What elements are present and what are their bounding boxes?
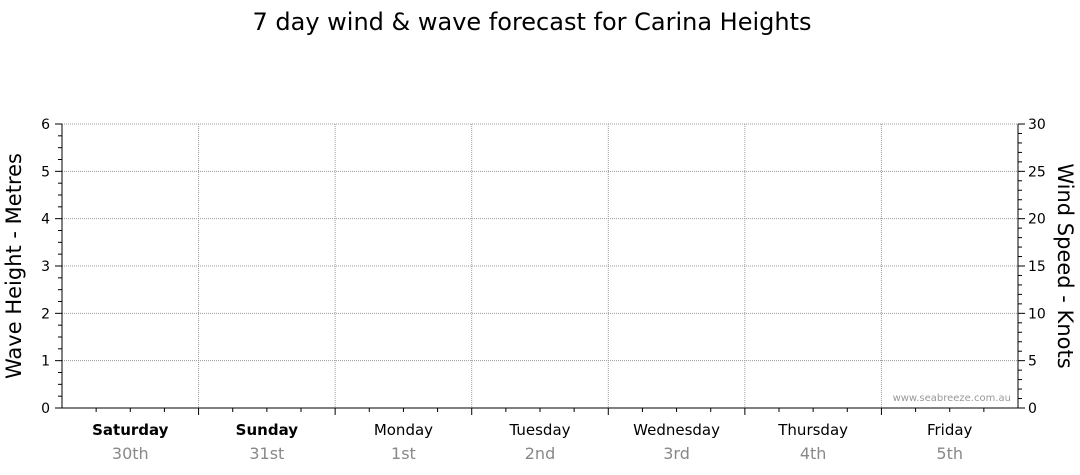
left-tick-label: 3 <box>41 259 50 275</box>
day-name-label: Tuesday <box>508 421 570 439</box>
day-labels: Saturday 30th Sunday 31st Monday 1st Tuesday 2n… <box>92 421 972 463</box>
chart-title: 7 day wind & wave forecast for Carina He… <box>252 8 811 36</box>
day-name-label: Saturday <box>92 421 169 439</box>
day-name-label: Sunday <box>236 421 299 439</box>
right-tick-label: 20 <box>1028 212 1046 228</box>
left-tick-label: 5 <box>41 164 50 180</box>
right-tick-label: 10 <box>1028 306 1046 322</box>
watermark: www.seabreeze.com.au <box>893 393 1011 404</box>
day-name-label: Wednesday <box>633 421 720 439</box>
day-date-label: 31st <box>249 444 284 463</box>
left-axis-title: Wave Height - Metres <box>2 153 26 379</box>
right-tick-label: 0 <box>1028 401 1037 417</box>
right-tick-label: 25 <box>1028 164 1046 180</box>
day-name-label: Thursday <box>777 421 848 439</box>
left-axis-ticks: 0 1 2 3 4 5 6 <box>41 117 62 417</box>
right-axis-ticks: 0 5 10 15 20 25 30 <box>1018 117 1046 417</box>
right-tick-label: 5 <box>1028 354 1037 370</box>
chart-grid <box>62 123 1018 408</box>
right-tick-label: 15 <box>1028 259 1046 275</box>
left-tick-label: 4 <box>41 212 50 228</box>
day-date-label: 5th <box>936 444 963 463</box>
day-date-label: 1st <box>391 444 416 463</box>
right-axis-title: Wind Speed - Knots <box>1053 163 1077 368</box>
day-date-label: 3rd <box>663 444 690 463</box>
right-tick-label: 30 <box>1028 117 1046 133</box>
day-name-label: Friday <box>927 421 973 439</box>
left-tick-label: 6 <box>41 117 50 133</box>
left-tick-label: 2 <box>41 306 50 322</box>
day-date-label: 30th <box>112 444 149 463</box>
day-date-label: 2nd <box>525 444 555 463</box>
left-tick-label: 1 <box>41 354 50 370</box>
day-name-label: Monday <box>374 421 433 439</box>
day-date-label: 4th <box>800 444 827 463</box>
chart-axes <box>61 124 1019 415</box>
left-tick-label: 0 <box>41 401 50 417</box>
